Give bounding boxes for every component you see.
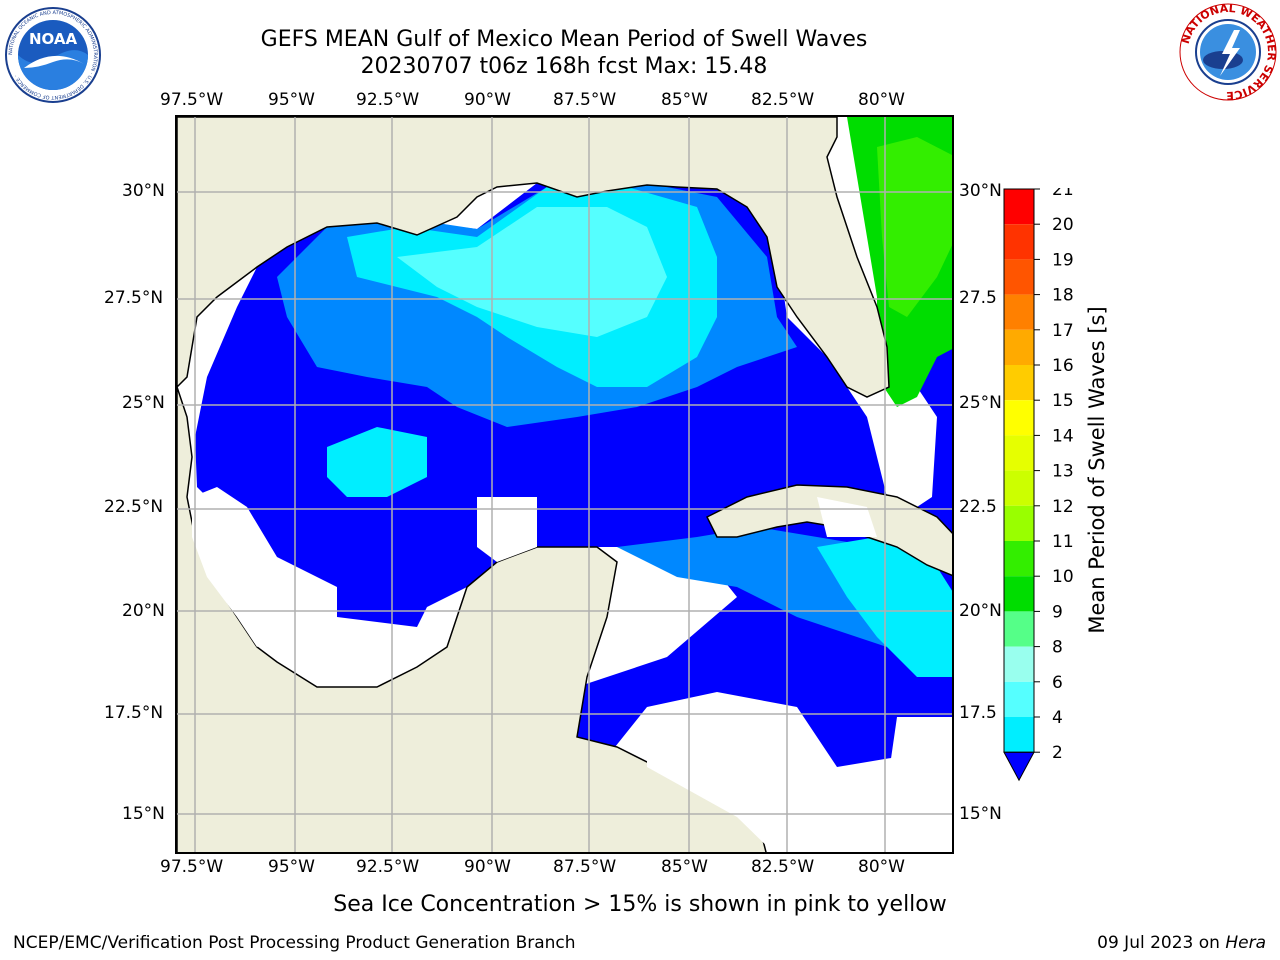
colorbar-tick-label: 15 xyxy=(1052,391,1074,411)
nws-logo: NATIONAL WEATHER SERVICE xyxy=(1178,2,1278,102)
colorbar-segment xyxy=(1004,505,1034,541)
colorbar-tick-label: 2 xyxy=(1052,743,1063,763)
colorbar-segment xyxy=(1004,470,1034,506)
lat-tick-left: 25°N xyxy=(122,393,165,413)
colorbar-segment xyxy=(1004,541,1034,577)
lon-tick-top: 82.5°W xyxy=(751,90,815,110)
lon-tick-top: 87.5°W xyxy=(553,90,617,110)
footnote: Sea Ice Concentration > 15% is shown in … xyxy=(333,892,947,917)
lat-tick-right: 22.5 xyxy=(959,497,997,517)
land-us xyxy=(177,117,890,398)
colorbar-segment xyxy=(1004,400,1034,436)
date-text: 09 Jul 2023 on xyxy=(1097,933,1220,953)
colorbar-segment xyxy=(1004,189,1034,225)
colorbar-segment xyxy=(1004,329,1034,365)
lat-tick-right: 15°N xyxy=(959,804,1002,824)
lat-tick-left: 22.5°N xyxy=(104,497,164,517)
colorbar-segment xyxy=(1004,646,1034,682)
swell-field-atlantic-edge xyxy=(877,137,952,317)
colorbar-tick-label: 18 xyxy=(1052,286,1074,306)
lon-tick-top: 80°W xyxy=(858,90,905,110)
colorbar-tick-label: 14 xyxy=(1052,426,1074,446)
noaa-logo-text: NOAA xyxy=(29,30,78,48)
swell-field-8-9s xyxy=(397,207,667,337)
colorbar-tick-label: 16 xyxy=(1052,356,1074,376)
lon-tick-bottom: 87.5°W xyxy=(553,857,617,877)
date-stamp: 09 Jul 2023 on Hera xyxy=(1097,933,1266,953)
colorbar-segment xyxy=(1004,365,1034,401)
colorbar-tick-label: 17 xyxy=(1052,321,1074,341)
map-svg xyxy=(177,117,952,852)
lon-tick-top: 92.5°W xyxy=(356,90,420,110)
lon-tick-bottom: 80°W xyxy=(858,857,905,877)
lon-tick-bottom: 82.5°W xyxy=(751,857,815,877)
colorbar-segment xyxy=(1004,717,1034,753)
colorbar-tick-label: 4 xyxy=(1052,708,1063,728)
lat-tick-left: 30°N xyxy=(122,181,165,201)
colorbar-segment xyxy=(1004,611,1034,647)
title-line-1: GEFS MEAN Gulf of Mexico Mean Period of … xyxy=(260,27,868,52)
colorbar-tick-label: 6 xyxy=(1052,673,1063,693)
colorbar-tick-label: 8 xyxy=(1052,638,1063,658)
lon-tick-bottom: 90°W xyxy=(464,857,511,877)
colorbar-segment xyxy=(1004,435,1034,471)
credit: NCEP/EMC/Verification Post Processing Pr… xyxy=(13,933,576,953)
swell-field-6-8s-west xyxy=(327,427,427,497)
colorbar-segment xyxy=(1004,259,1034,295)
lat-tick-right: 27.5 xyxy=(959,288,997,308)
colorbar-tick-label: 13 xyxy=(1052,462,1074,482)
colorbar-segment xyxy=(1004,576,1034,612)
lon-tick-top: 85°W xyxy=(661,90,708,110)
colorbar-tick-label: 20 xyxy=(1052,215,1074,235)
colorbar-tick-label: 9 xyxy=(1052,602,1063,622)
colorbar-svg: 21 20 19 18 17 16 15 14 13 12 11 10 9 8 6 4 2 xyxy=(1003,180,1074,782)
lon-tick-bottom: 97.5°W xyxy=(160,857,224,877)
chart-title: GEFS MEAN Gulf of Mexico Mean Period of … xyxy=(0,26,1128,80)
colorbar-segment xyxy=(1004,681,1034,717)
lat-tick-right: 30°N xyxy=(959,181,1002,201)
colorbar-label: Mean Period of Swell Waves [s] xyxy=(1085,306,1109,634)
lat-tick-right: 17.5 xyxy=(959,703,997,723)
colorbar-tick-label: 10 xyxy=(1052,567,1074,587)
title-line-2: 20230707 t06z 168h fcst Max: 15.48 xyxy=(360,54,768,79)
lat-tick-right: 25°N xyxy=(959,393,1002,413)
lat-tick-left: 27.5°N xyxy=(104,288,164,308)
lat-tick-left: 17.5°N xyxy=(104,703,164,723)
lon-tick-bottom: 95°W xyxy=(268,857,315,877)
lon-tick-top: 95°W xyxy=(268,90,315,110)
lat-tick-left: 20°N xyxy=(122,601,165,621)
graticule xyxy=(177,117,952,852)
date-host: Hera xyxy=(1225,933,1266,953)
land-cuba xyxy=(705,484,952,577)
lon-tick-top: 90°W xyxy=(464,90,511,110)
lat-tick-right: 20°N xyxy=(959,601,1002,621)
lon-tick-bottom: 92.5°W xyxy=(356,857,420,877)
colorbar-tick-label: 19 xyxy=(1052,250,1074,270)
lat-tick-left: 15°N xyxy=(122,804,165,824)
lon-tick-bottom: 85°W xyxy=(661,857,708,877)
lon-tick-top: 97.5°W xyxy=(160,90,224,110)
colorbar-tick-label: 12 xyxy=(1052,497,1074,517)
noaa-logo: NOAA NATIONAL OCEANIC AND ATMOSPHERIC AD… xyxy=(4,6,102,104)
colorbar-segment xyxy=(1004,294,1034,330)
colorbar-tick-label: 21 xyxy=(1052,188,1074,200)
colorbar-extend-arrow xyxy=(1003,751,1035,782)
map-panel xyxy=(175,115,954,854)
colorbar-tick-label: 11 xyxy=(1052,532,1074,552)
colorbar: 21 20 19 18 17 16 15 14 13 12 11 10 9 8 6 4 2 xyxy=(1003,180,1083,792)
colorbar-segment xyxy=(1004,224,1034,260)
